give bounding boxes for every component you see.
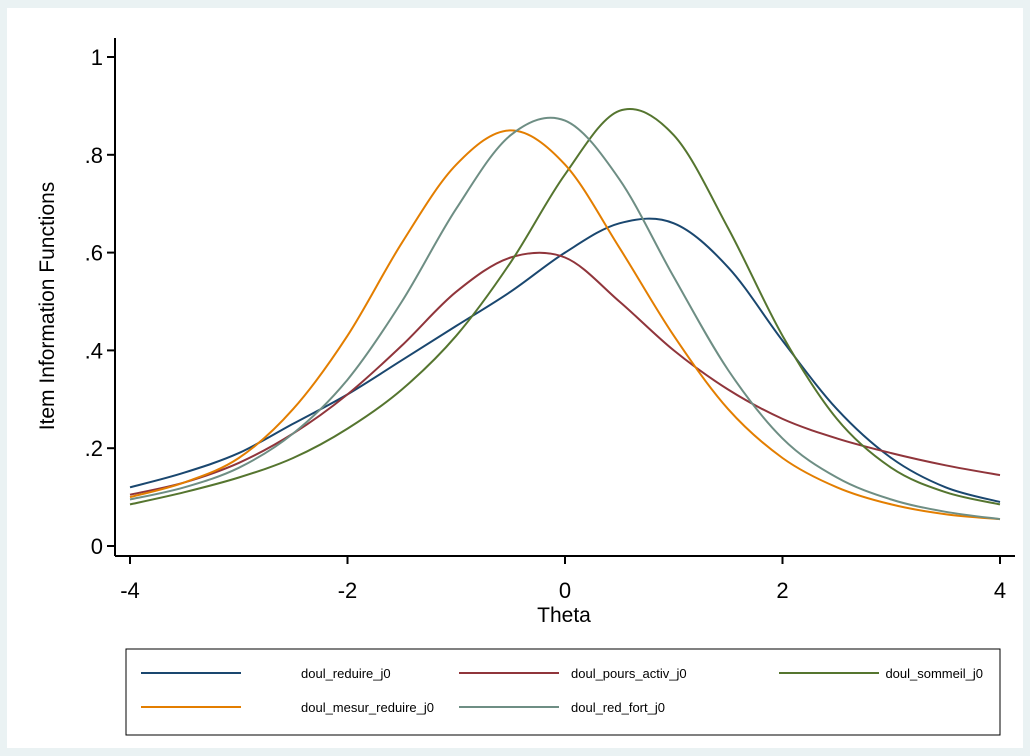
legend-label: doul_mesur_reduire_j0 — [301, 700, 434, 715]
y-tick-label: .6 — [85, 241, 103, 266]
legend-label: doul_sommeil_j0 — [885, 666, 983, 681]
series-line-doul_pours_activ_j0 — [129, 251, 1001, 496]
x-axis-title: Theta — [537, 604, 591, 627]
series-line-doul_mesur_reduire_j0 — [129, 129, 1001, 521]
series-lines — [129, 108, 1001, 521]
legend-label: doul_reduire_j0 — [301, 666, 391, 681]
y-axis-title: Item Information Functions — [36, 182, 59, 431]
y-ticks: 0 .2 .4 .6 .8 1 — [85, 45, 115, 559]
chart-frame: 0 .2 .4 .6 .8 1 -4 -2 0 2 4 Theta Item Informatio… — [7, 8, 1023, 748]
x-tick-label: 4 — [994, 578, 1006, 603]
legend-box — [125, 648, 1001, 736]
y-tick-label: .2 — [85, 436, 103, 461]
legend-label: doul_pours_activ_j0 — [571, 666, 687, 681]
line-chart: 0 .2 .4 .6 .8 1 -4 -2 0 2 4 Theta Item Informatio… — [36, 38, 1015, 736]
y-tick-label: .8 — [85, 143, 103, 168]
y-tick-label: .4 — [85, 338, 103, 363]
x-tick-label: -4 — [120, 578, 140, 603]
legend-label: doul_red_fort_j0 — [571, 700, 665, 715]
y-tick-label: 0 — [91, 534, 103, 559]
x-tick-label: 2 — [776, 578, 788, 603]
series-line-doul_reduire_j0 — [129, 217, 1001, 503]
series-line-doul_red_fort_j0 — [129, 116, 1001, 521]
x-tick-label: 0 — [559, 578, 571, 603]
x-ticks: -4 -2 0 2 4 — [120, 556, 1006, 603]
axes — [114, 38, 1015, 557]
legend: doul_reduire_j0 doul_pours_activ_j0 doul_s… — [125, 648, 1001, 736]
x-tick-label: -2 — [338, 578, 358, 603]
y-tick-label: 1 — [91, 45, 103, 70]
series-line-doul_sommeil_j0 — [129, 108, 1001, 506]
